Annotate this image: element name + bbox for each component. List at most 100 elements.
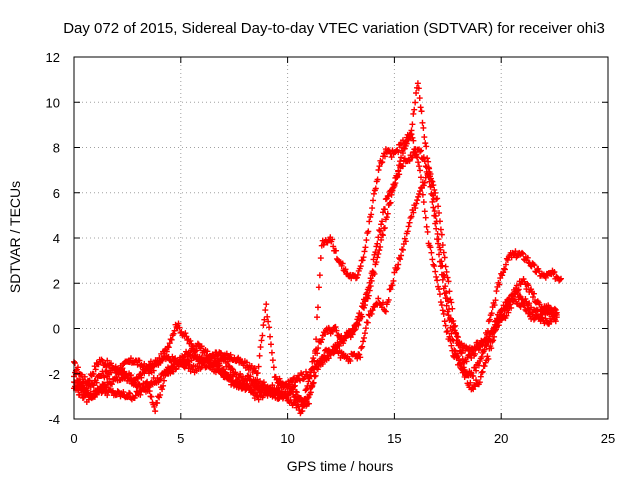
data-point (249, 369, 256, 376)
data-point (381, 224, 388, 231)
data-point (226, 374, 233, 381)
data-point (127, 355, 134, 362)
data-point (425, 164, 432, 171)
data-point (396, 171, 403, 178)
data-point (89, 381, 96, 388)
data-point (417, 148, 424, 155)
data-point (361, 298, 368, 305)
data-point (220, 366, 227, 373)
data-point (415, 85, 422, 92)
data-point (154, 400, 161, 406)
data-point (413, 89, 420, 96)
data-point (194, 340, 201, 347)
data-point (521, 302, 528, 309)
data-point (388, 189, 395, 196)
data-point (486, 333, 493, 340)
data-point (478, 369, 485, 376)
data-point (157, 391, 164, 398)
data-point (265, 318, 272, 325)
data-point (339, 260, 346, 267)
y-tick-label: 8 (53, 141, 60, 156)
data-point (488, 310, 495, 317)
data-point (160, 382, 167, 389)
data-point (410, 137, 417, 144)
data-point (354, 355, 361, 362)
data-point (379, 159, 386, 166)
data-point (347, 328, 354, 335)
data-point (398, 252, 405, 259)
data-point (90, 371, 97, 378)
data-point (304, 382, 311, 389)
data-point (378, 221, 385, 228)
data-point (178, 358, 185, 365)
y-tick-label: 12 (46, 50, 60, 65)
data-point (258, 337, 265, 344)
data-point (436, 218, 443, 225)
data-point (260, 379, 267, 386)
data-point (432, 220, 439, 227)
data-point (431, 263, 438, 270)
data-point (314, 366, 321, 373)
data-point (381, 206, 388, 213)
data-point (162, 371, 169, 378)
data-point (227, 351, 234, 358)
data-point (446, 288, 453, 295)
data-point (381, 150, 388, 157)
data-point (127, 390, 134, 397)
data-point (336, 342, 343, 349)
data-point (395, 168, 402, 175)
data-point (495, 322, 502, 329)
tick-labels: 0 5 10 15 20 25 -4 -2 0 2 4 6 8 10 12 (46, 50, 616, 446)
data-point (416, 95, 423, 102)
data-point (421, 134, 428, 141)
data-point (414, 197, 421, 204)
data-point (533, 269, 540, 276)
data-point (329, 328, 336, 335)
data-point (410, 110, 417, 117)
data-point (488, 345, 495, 352)
data-point (319, 360, 326, 367)
data-point (333, 247, 340, 254)
data-point (445, 312, 452, 319)
data-point (433, 225, 440, 232)
data-point (420, 124, 427, 131)
data-point (486, 316, 493, 323)
series-trace-3 (71, 146, 560, 415)
data-point (360, 254, 367, 261)
data-point (444, 274, 451, 281)
data-point (386, 200, 393, 207)
data-point (300, 400, 307, 407)
data-point (93, 379, 100, 386)
data-point (120, 389, 127, 396)
data-point (108, 380, 115, 387)
data-point (451, 347, 458, 354)
data-point (530, 261, 537, 268)
data-point (434, 195, 441, 202)
data-point (315, 345, 322, 352)
data-point (525, 259, 532, 266)
data-point (427, 244, 434, 251)
series-trace-4 (71, 164, 560, 401)
data-point (412, 151, 419, 158)
data-point (411, 106, 418, 113)
data-point (402, 138, 409, 145)
y-tick-label: -2 (48, 367, 60, 382)
data-point (421, 158, 428, 165)
data-point (398, 144, 405, 151)
data-point (399, 163, 406, 170)
data-point (531, 262, 538, 269)
data-point (453, 330, 460, 337)
data-point (417, 147, 424, 154)
data-point (481, 346, 488, 353)
data-point (440, 285, 447, 292)
data-point (375, 167, 382, 173)
data-point (429, 256, 436, 263)
data-point (146, 388, 153, 395)
data-point (479, 368, 486, 375)
data-point (268, 349, 275, 356)
data-point (468, 369, 475, 376)
data-point (131, 379, 138, 386)
plot-area (71, 80, 565, 417)
data-point (263, 301, 270, 308)
data-point (370, 256, 377, 263)
